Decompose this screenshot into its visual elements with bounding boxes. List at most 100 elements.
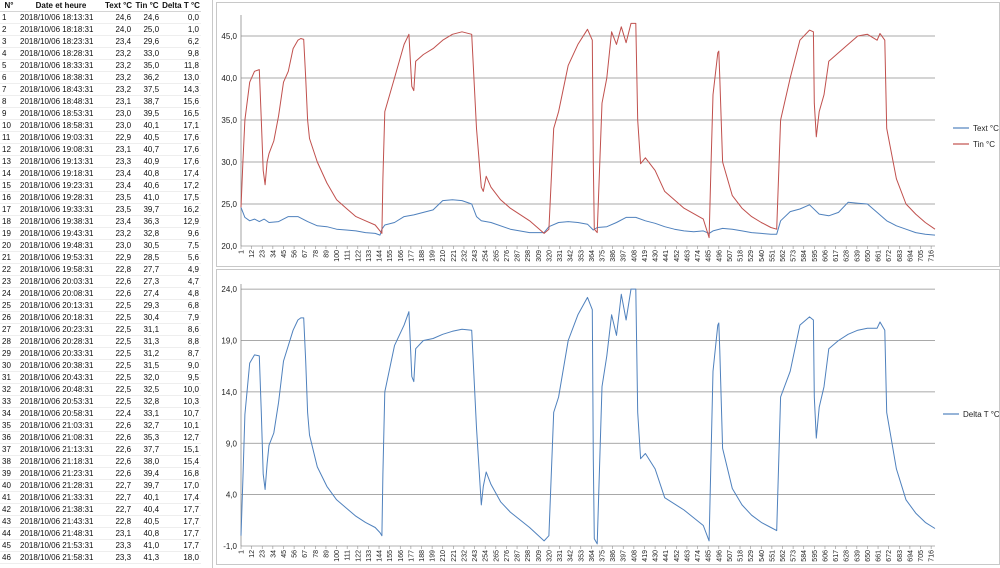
table-row[interactable]: 25 2018/10/06 20:13:31 22,5 29,3 6,8 <box>0 299 201 312</box>
cell-tin[interactable]: 37,7 <box>133 443 162 456</box>
cell-tin[interactable]: 32,7 <box>133 419 162 432</box>
cell-datetime[interactable]: 2018/10/06 21:13:31 <box>18 443 104 456</box>
cell-delta[interactable]: 17,2 <box>161 179 201 192</box>
cell-datetime[interactable]: 2018/10/06 18:58:31 <box>18 119 104 132</box>
cell-index[interactable]: 28 <box>0 335 18 348</box>
cell-index[interactable]: 17 <box>0 203 18 216</box>
table-row[interactable]: 41 2018/10/06 21:33:31 22,7 40,1 17,4 <box>0 491 201 504</box>
table-row[interactable]: 34 2018/10/06 20:58:31 22,4 33,1 10,7 <box>0 407 201 420</box>
cell-index[interactable]: 30 <box>0 359 18 372</box>
cell-tin[interactable]: 39,4 <box>133 467 162 480</box>
cell-tin[interactable]: 37,5 <box>133 83 162 96</box>
cell-text[interactable]: 22,5 <box>104 299 134 312</box>
cell-tin[interactable]: 40,1 <box>133 491 162 504</box>
cell-delta[interactable]: 16,5 <box>161 107 201 120</box>
table-row[interactable]: 1 2018/10/06 18:13:31 24,6 24,6 0,0 <box>0 11 201 24</box>
temperature-chart[interactable]: 20,0 25,0 30,0 35,0 40,0 45,0 1 12 23 34 45 56 67 78 8… <box>216 2 1000 267</box>
header-delta[interactable]: Delta T °C <box>161 0 201 12</box>
cell-index[interactable]: 21 <box>0 251 18 264</box>
cell-index[interactable]: 6 <box>0 71 18 84</box>
table-row[interactable]: 42 2018/10/06 21:38:31 22,7 40,4 17,7 <box>0 503 201 516</box>
cell-tin[interactable]: 39,7 <box>133 479 162 492</box>
cell-delta[interactable]: 17,7 <box>161 503 201 516</box>
cell-text[interactable]: 22,6 <box>104 431 134 444</box>
table-row[interactable]: 14 2018/10/06 19:18:31 23,4 40,8 17,4 <box>0 167 201 180</box>
cell-delta[interactable]: 8,6 <box>161 323 201 336</box>
cell-text[interactable]: 22,5 <box>104 359 134 372</box>
cell-index[interactable]: 1 <box>0 11 18 24</box>
table-row[interactable]: 31 2018/10/06 20:43:31 22,5 32,0 9,5 <box>0 371 201 384</box>
table-row[interactable]: 9 2018/10/06 18:53:31 23,0 39,5 16,5 <box>0 107 201 120</box>
cell-delta[interactable]: 17,0 <box>161 479 201 492</box>
cell-datetime[interactable]: 2018/10/06 21:58:31 <box>18 551 104 564</box>
cell-text[interactable]: 23,1 <box>104 527 134 540</box>
cell-datetime[interactable]: 2018/10/06 20:23:31 <box>18 323 104 336</box>
cell-text[interactable]: 22,5 <box>104 347 134 360</box>
cell-datetime[interactable]: 2018/10/06 20:18:31 <box>18 311 104 324</box>
cell-datetime[interactable]: 2018/10/06 19:53:31 <box>18 251 104 264</box>
cell-text[interactable]: 23,4 <box>104 167 134 180</box>
cell-tin[interactable]: 27,7 <box>133 263 162 276</box>
cell-tin[interactable]: 40,7 <box>133 143 162 156</box>
cell-tin[interactable]: 31,2 <box>133 347 162 360</box>
cell-index[interactable]: 31 <box>0 371 18 384</box>
cell-text[interactable]: 23,2 <box>104 83 134 96</box>
table-row[interactable]: 29 2018/10/06 20:33:31 22,5 31,2 8,7 <box>0 347 201 360</box>
table-row[interactable]: 44 2018/10/06 21:48:31 23,1 40,8 17,7 <box>0 527 201 540</box>
cell-tin[interactable]: 40,4 <box>133 503 162 516</box>
cell-index[interactable]: 3 <box>0 35 18 48</box>
cell-datetime[interactable]: 2018/10/06 21:38:31 <box>18 503 104 516</box>
cell-delta[interactable]: 4,8 <box>161 287 201 300</box>
table-row[interactable]: 10 2018/10/06 18:58:31 23,0 40,1 17,1 <box>0 119 201 132</box>
cell-index[interactable]: 12 <box>0 143 18 156</box>
cell-datetime[interactable]: 2018/10/06 20:53:31 <box>18 395 104 408</box>
cell-delta[interactable]: 17,5 <box>161 191 201 204</box>
cell-index[interactable]: 37 <box>0 443 18 456</box>
cell-text[interactable]: 22,6 <box>104 287 134 300</box>
cell-index[interactable]: 34 <box>0 407 18 420</box>
table-row[interactable]: 33 2018/10/06 20:53:31 22,5 32,8 10,3 <box>0 395 201 408</box>
cell-delta[interactable]: 1,0 <box>161 23 201 36</box>
header-tin[interactable]: Tin °C <box>133 0 162 12</box>
cell-text[interactable]: 22,7 <box>104 491 134 504</box>
table-row[interactable]: 43 2018/10/06 21:43:31 22,8 40,5 17,7 <box>0 515 201 528</box>
cell-text[interactable]: 22,5 <box>104 383 134 396</box>
cell-delta[interactable]: 17,6 <box>161 155 201 168</box>
cell-text[interactable]: 22,5 <box>104 311 134 324</box>
cell-text[interactable]: 24,6 <box>104 11 134 24</box>
cell-text[interactable]: 22,6 <box>104 419 134 432</box>
cell-index[interactable]: 18 <box>0 215 18 228</box>
table-row[interactable]: 4 2018/10/06 18:28:31 23,2 33,0 9,8 <box>0 47 201 60</box>
cell-delta[interactable]: 4,9 <box>161 263 201 276</box>
cell-datetime[interactable]: 2018/10/06 18:33:31 <box>18 59 104 72</box>
cell-tin[interactable]: 30,5 <box>133 239 162 252</box>
cell-datetime[interactable]: 2018/10/06 20:03:31 <box>18 275 104 288</box>
cell-datetime[interactable]: 2018/10/06 20:43:31 <box>18 371 104 384</box>
table-row[interactable]: 12 2018/10/06 19:08:31 23,1 40,7 17,6 <box>0 143 201 156</box>
table-row[interactable]: 13 2018/10/06 19:13:31 23,3 40,9 17,6 <box>0 155 201 168</box>
cell-tin[interactable]: 24,6 <box>133 11 162 24</box>
cell-datetime[interactable]: 2018/10/06 18:48:31 <box>18 95 104 108</box>
cell-text[interactable]: 23,2 <box>104 59 134 72</box>
table-row[interactable]: 3 2018/10/06 18:23:31 23,4 29,6 6,2 <box>0 35 201 48</box>
cell-delta[interactable]: 12,7 <box>161 431 201 444</box>
cell-text[interactable]: 23,3 <box>104 539 134 552</box>
table-row[interactable]: 37 2018/10/06 21:13:31 22,6 37,7 15,1 <box>0 443 201 456</box>
cell-tin[interactable]: 38,0 <box>133 455 162 468</box>
cell-datetime[interactable]: 2018/10/06 18:28:31 <box>18 47 104 60</box>
cell-datetime[interactable]: 2018/10/06 19:48:31 <box>18 239 104 252</box>
cell-delta[interactable]: 8,8 <box>161 335 201 348</box>
cell-tin[interactable]: 40,6 <box>133 179 162 192</box>
cell-text[interactable]: 23,4 <box>104 35 134 48</box>
cell-delta[interactable]: 7,9 <box>161 311 201 324</box>
cell-index[interactable]: 26 <box>0 311 18 324</box>
cell-index[interactable]: 2 <box>0 23 18 36</box>
cell-text[interactable]: 22,5 <box>104 335 134 348</box>
cell-tin[interactable]: 27,4 <box>133 287 162 300</box>
header-datetime[interactable]: Date et heure <box>18 0 104 12</box>
cell-index[interactable]: 24 <box>0 287 18 300</box>
cell-tin[interactable]: 31,1 <box>133 323 162 336</box>
cell-text[interactable]: 23,2 <box>104 47 134 60</box>
cell-index[interactable]: 44 <box>0 527 18 540</box>
cell-datetime[interactable]: 2018/10/06 21:23:31 <box>18 467 104 480</box>
